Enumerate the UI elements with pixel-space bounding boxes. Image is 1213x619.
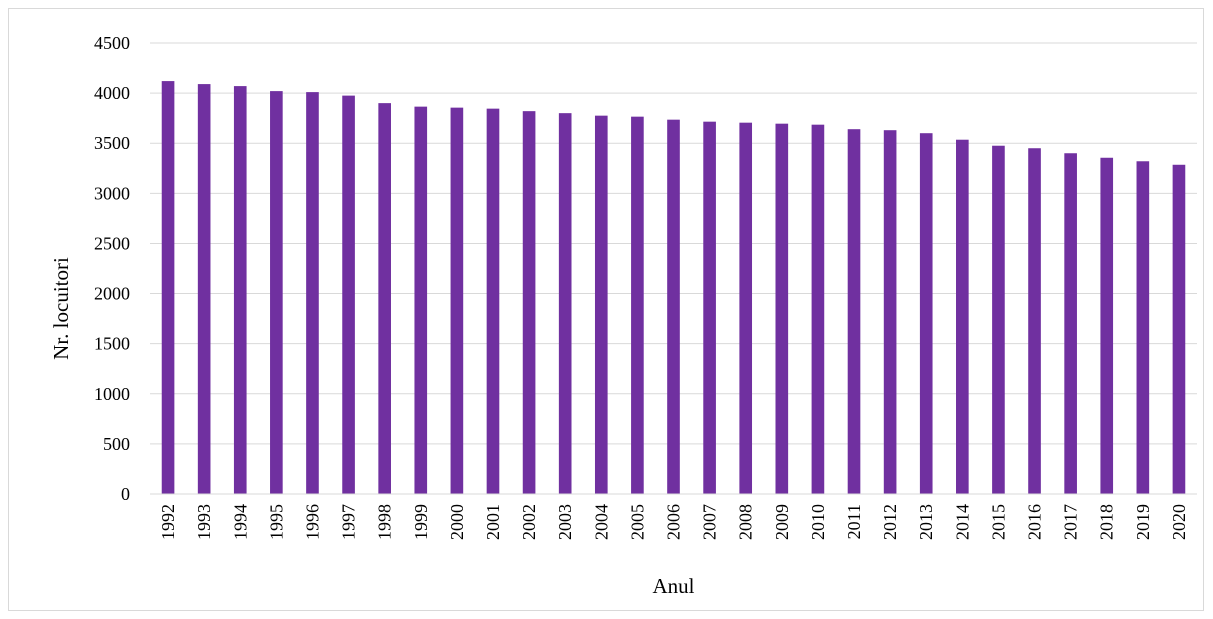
bar-1995 bbox=[270, 91, 283, 495]
x-tick-label: 2012 bbox=[880, 504, 900, 540]
x-tick-label: 2010 bbox=[808, 504, 828, 540]
x-axis-ticks: 1992 1993 1994 1995 1996 1997 1998 1999 2000 2001… bbox=[158, 504, 1189, 540]
bar-1997 bbox=[342, 95, 355, 494]
bar-2015 bbox=[992, 145, 1005, 494]
bar-2004 bbox=[594, 115, 608, 495]
x-tick-label: 2009 bbox=[772, 504, 792, 540]
bar-2010 bbox=[811, 124, 825, 494]
bar-2018 bbox=[1100, 157, 1114, 494]
y-tick-label: 3500 bbox=[94, 133, 130, 153]
x-tick-label: 1997 bbox=[339, 504, 359, 540]
x-tick-label: 1998 bbox=[375, 504, 395, 540]
x-tick-label: 2015 bbox=[988, 504, 1008, 540]
y-tick-label: 4500 bbox=[94, 33, 130, 53]
x-tick-label: 2008 bbox=[736, 504, 756, 540]
y-tick-label: 2000 bbox=[94, 284, 130, 304]
x-tick-label: 2013 bbox=[916, 504, 936, 540]
bar-1998 bbox=[378, 103, 391, 494]
y-axis-title: Nr. locuitori bbox=[49, 257, 73, 360]
x-tick-label: 1995 bbox=[266, 504, 286, 540]
x-tick-label: 2003 bbox=[555, 504, 575, 540]
x-tick-label: 2019 bbox=[1133, 504, 1153, 540]
bar-1999 bbox=[414, 106, 428, 494]
x-axis-title: Anul bbox=[653, 574, 695, 598]
bar-2002 bbox=[522, 111, 536, 494]
y-axis-ticks: 0 500 1000 1500 2000 2500 3000 3500 4000 4500 bbox=[94, 33, 130, 504]
bar-2008 bbox=[739, 122, 753, 494]
bar-2016 bbox=[1028, 148, 1041, 494]
x-tick-label: 2018 bbox=[1097, 504, 1117, 540]
y-tick-label: 1500 bbox=[94, 334, 130, 354]
bar-2009 bbox=[775, 123, 789, 494]
bar-2006 bbox=[667, 119, 680, 495]
x-tick-label: 2014 bbox=[952, 504, 972, 540]
x-tick-label: 2005 bbox=[627, 504, 647, 540]
bar-2017 bbox=[1064, 153, 1077, 494]
x-tick-label: 2004 bbox=[591, 504, 611, 540]
x-tick-label: 1994 bbox=[230, 504, 250, 540]
bar-1992 bbox=[161, 81, 175, 494]
x-tick-label: 1992 bbox=[158, 504, 178, 540]
x-tick-label: 2011 bbox=[844, 504, 864, 539]
bar-2013 bbox=[919, 133, 933, 494]
x-tick-label: 1993 bbox=[194, 504, 214, 540]
bar-2020 bbox=[1172, 164, 1186, 494]
x-tick-label: 2017 bbox=[1061, 504, 1081, 540]
bar-1994 bbox=[233, 86, 247, 495]
x-tick-label: 1996 bbox=[302, 504, 322, 540]
y-tick-label: 3000 bbox=[94, 183, 130, 203]
bar-1993 bbox=[197, 84, 211, 494]
x-tick-label: 2001 bbox=[483, 504, 503, 540]
bars bbox=[161, 81, 1186, 495]
bar-2003 bbox=[558, 113, 572, 495]
x-tick-label: 2002 bbox=[519, 504, 539, 540]
y-tick-label: 1000 bbox=[94, 384, 130, 404]
y-tick-label: 4000 bbox=[94, 83, 130, 103]
y-tick-label: 2500 bbox=[94, 233, 130, 253]
bar-2000 bbox=[450, 107, 464, 494]
bar-1996 bbox=[306, 92, 319, 494]
x-tick-label: 2006 bbox=[664, 504, 684, 540]
bar-2007 bbox=[703, 121, 716, 495]
x-tick-label: 2007 bbox=[700, 504, 720, 540]
bar-2001 bbox=[486, 108, 500, 494]
x-tick-label: 2020 bbox=[1169, 504, 1189, 540]
bar-2011 bbox=[847, 129, 861, 495]
bar-2012 bbox=[883, 130, 897, 494]
x-tick-label: 2000 bbox=[447, 504, 467, 540]
x-tick-label: 2016 bbox=[1025, 504, 1045, 540]
bar-2019 bbox=[1136, 161, 1150, 495]
bar-2014 bbox=[956, 139, 969, 494]
y-tick-label: 0 bbox=[121, 484, 130, 504]
x-tick-label: 1999 bbox=[411, 504, 431, 540]
y-tick-label: 500 bbox=[103, 434, 130, 454]
bar-2005 bbox=[631, 116, 644, 494]
